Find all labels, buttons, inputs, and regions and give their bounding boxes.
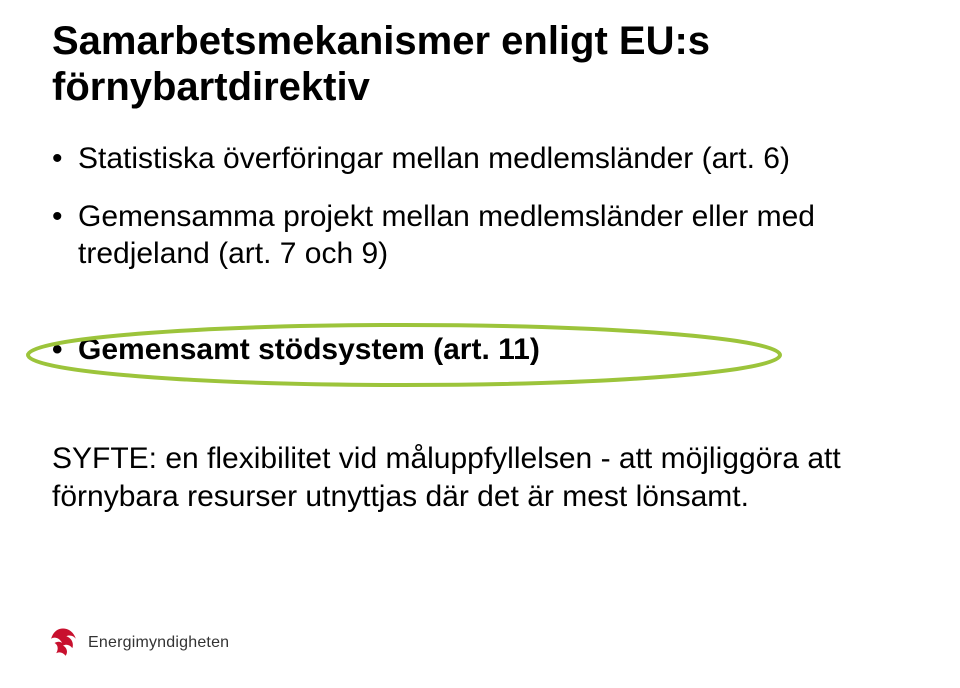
agency-logo: Energimyndigheten xyxy=(46,626,229,660)
title-line-2: förnybartdirektiv xyxy=(52,65,370,109)
purpose-text: SYFTE: en flexibilitet vid måluppfyllels… xyxy=(52,440,892,515)
slide: Samarbetsmekanismer enligt EU:s förnybar… xyxy=(0,0,960,688)
title-line-1: Samarbetsmekanismer enligt EU:s xyxy=(52,19,710,63)
logo-icon xyxy=(46,626,80,660)
bullet-list: Statistiska överföringar mellan medlemsl… xyxy=(52,140,892,388)
bullet-item-3-highlight: Gemensamt stödsystem (art. 11) xyxy=(52,331,892,369)
bullet-item-1: Statistiska överföringar mellan medlemsl… xyxy=(52,140,892,178)
bullet-text-1: Statistiska överföringar mellan medlemsl… xyxy=(78,142,790,175)
bullet-text-2: Gemensamma projekt mellan medlemsländer … xyxy=(78,200,815,271)
bullet-item-2: Gemensamma projekt mellan medlemsländer … xyxy=(52,198,892,273)
slide-title: Samarbetsmekanismer enligt EU:s förnybar… xyxy=(52,18,710,110)
logo-text: Energimyndigheten xyxy=(88,634,229,652)
bullet-text-3: Gemensamt stödsystem (art. 11) xyxy=(78,333,540,366)
